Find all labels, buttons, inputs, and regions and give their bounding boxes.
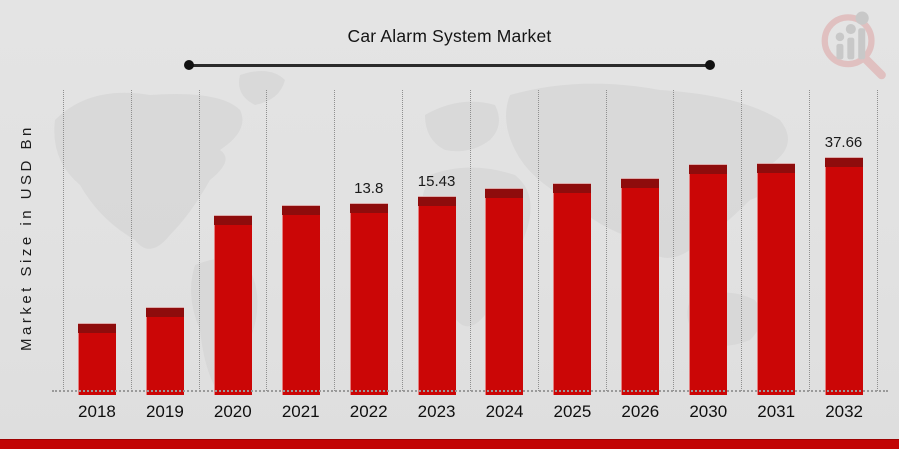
bar-cap-2032	[824, 157, 863, 167]
x-axis-label-2020: 2020	[213, 402, 252, 421]
bar-cap-2018	[78, 323, 117, 333]
bar-2019	[146, 307, 185, 395]
bar-2032	[824, 157, 863, 395]
x-axis-label-2026: 2026	[621, 402, 660, 421]
bar-value-label-2032: 37.66	[824, 134, 863, 151]
chart-column-2026	[605, 90, 674, 395]
x-axis-label-2019: 2019	[145, 402, 184, 421]
bar-2031	[756, 163, 795, 395]
chart-column-2021	[266, 90, 334, 395]
bar-2018	[78, 323, 117, 395]
bar-cap-2020	[214, 215, 253, 225]
y-axis-label: Market Size in USD Bn	[18, 124, 35, 352]
chart-column-2020	[198, 90, 267, 395]
x-axis-labels-row: 2018 2019 2020 2021 2022 2023 2024 2025 2026 2030…	[63, 402, 878, 422]
bar-value-label-2023: 15.43	[417, 173, 456, 190]
bar-cap-2019	[146, 307, 185, 317]
x-axis-label-2022: 2022	[349, 402, 388, 421]
chart-column-2030	[673, 90, 741, 395]
bar-2030	[688, 164, 727, 395]
x-axis-label-2021: 2021	[281, 402, 320, 421]
bar-cap-2023	[417, 196, 456, 206]
x-axis-label-2018: 2018	[78, 402, 116, 421]
bar-2021	[281, 205, 320, 395]
chart-title: Car Alarm System Market	[347, 26, 552, 46]
x-axis-label-2032: 2032	[825, 402, 864, 421]
chart-column-2023: 15.43	[402, 90, 470, 395]
range-end-dot	[705, 60, 715, 71]
bar-cap-2021	[281, 205, 320, 215]
chart-column-2022: 13.8	[334, 90, 402, 395]
bar-2023	[417, 196, 456, 395]
bar-cap-2026	[621, 178, 660, 188]
x-axis-label-2025: 2025	[553, 402, 592, 421]
bar-2024	[485, 188, 524, 395]
chart-column-2024	[469, 90, 538, 395]
bar-cap-2024	[485, 188, 524, 198]
bar-2026	[621, 178, 660, 395]
x-axis-label-2023: 2023	[417, 402, 456, 421]
chart-column-2031	[741, 90, 809, 395]
chart-column-2032: 37.66	[809, 90, 877, 395]
x-axis-line	[52, 390, 888, 392]
x-axis-label-2031: 2031	[757, 402, 796, 421]
bar-value-label-2022: 13.8	[354, 180, 384, 197]
plot-area: 13.8 15.43 37.66	[63, 90, 878, 395]
chart-column-2019	[130, 90, 199, 395]
x-axis-label-2030: 2030	[689, 402, 728, 421]
x-axis-label-2024: 2024	[485, 402, 524, 421]
bar-2022	[349, 203, 388, 395]
bar-cap-2030	[688, 164, 727, 174]
bar-cap-2025	[553, 183, 592, 193]
bar-cap-2022	[349, 203, 388, 213]
bar-cap-2031	[756, 163, 795, 173]
forecast-range-line	[184, 60, 715, 71]
range-start-dot	[184, 60, 194, 71]
mrfr-logo	[813, 8, 891, 82]
bottom-accent-bar	[0, 439, 899, 449]
chart-column-2025	[537, 90, 606, 395]
chart-column-2018	[63, 90, 131, 395]
magnifier-bar-chart-icon	[821, 11, 886, 80]
bar-2025	[553, 183, 592, 395]
bar-2020	[214, 215, 253, 395]
